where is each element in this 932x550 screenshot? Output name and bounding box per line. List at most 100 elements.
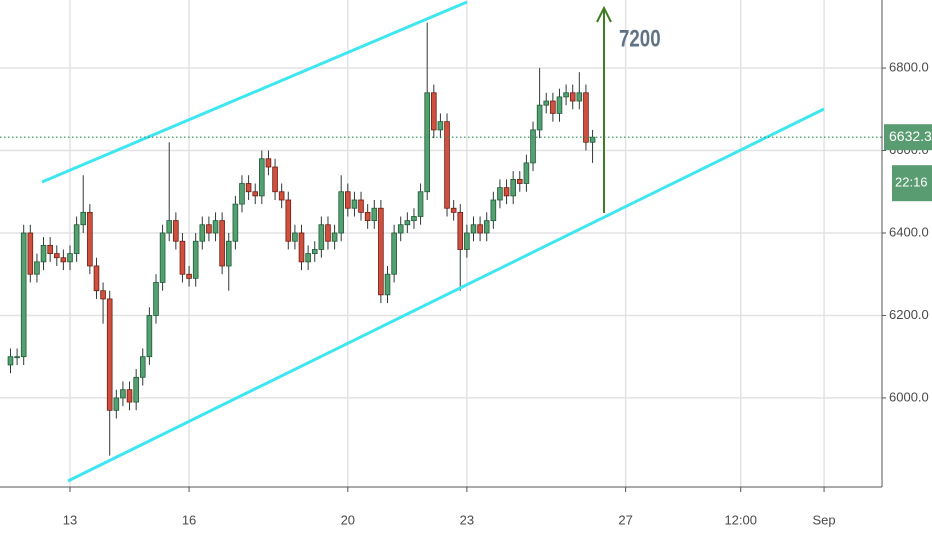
candle-body (272, 166, 278, 193)
candle-body (34, 261, 40, 275)
candle-body (100, 290, 106, 300)
candle-body (73, 224, 80, 255)
x-tick-label: 13 (63, 512, 77, 527)
candle-body (569, 92, 576, 102)
candle-body (133, 376, 139, 403)
candle-body (450, 207, 457, 213)
candle-body (192, 240, 199, 279)
target-arrowhead (596, 5, 612, 23)
candle-body (159, 232, 166, 283)
candle-body (311, 249, 318, 255)
candle-body (173, 220, 179, 242)
candle-body (245, 183, 252, 193)
candle-body (7, 356, 14, 366)
candle-body (199, 224, 206, 242)
candle-body (338, 191, 344, 234)
candle-body (27, 232, 34, 275)
y-tick-label: 6000.0 (889, 389, 929, 404)
candle-body (404, 220, 411, 226)
candle-body (252, 191, 259, 197)
candle-body (298, 232, 305, 263)
candle-body (589, 136, 596, 143)
x-tick-label: 27 (618, 512, 632, 527)
candle-body (126, 389, 133, 403)
candle-body (206, 224, 212, 234)
candle-body (318, 224, 325, 250)
candle-body (516, 178, 523, 184)
x-tick-label: 12:00 (724, 512, 757, 527)
candle-body (153, 282, 159, 316)
candle-body (120, 389, 126, 399)
candle-body (431, 92, 437, 131)
candle-body (424, 92, 430, 193)
candle-body (556, 96, 563, 114)
candle-body (345, 191, 351, 209)
candle-body (40, 244, 47, 263)
axes: 6000.06200.06400.06600.06800.01316202327… (63, 59, 929, 527)
candle-body (483, 220, 490, 234)
candle-body (411, 216, 417, 222)
x-tick-label: 23 (460, 512, 474, 527)
candle-body (292, 232, 298, 242)
candle-body (285, 199, 292, 242)
candle-body (417, 191, 424, 217)
candle-body (212, 220, 219, 234)
candle-body (457, 211, 464, 250)
y-tick-label: 6400.0 (889, 224, 929, 239)
candle-body (490, 199, 497, 222)
candle-body (371, 207, 378, 222)
y-tick-label: 6200.0 (889, 307, 929, 322)
candle-body (444, 121, 450, 209)
candle-body (139, 356, 146, 378)
countdown-box (892, 165, 932, 202)
candle-body (576, 92, 583, 102)
channel-lower (67, 107, 825, 483)
candle-body (325, 224, 331, 242)
candle-body (497, 187, 503, 201)
candle-body (113, 397, 120, 411)
channel-upper (41, 0, 468, 184)
candle-body (259, 158, 265, 197)
y-tick-label: 6800.0 (889, 59, 929, 74)
candle-body (523, 162, 530, 184)
candle-body (437, 121, 444, 131)
candle-body (464, 232, 470, 250)
candle-body (60, 257, 67, 263)
candle-body (305, 253, 311, 263)
candle-body (93, 265, 100, 292)
candle-body (278, 191, 285, 201)
x-tick-label: 20 (341, 512, 355, 527)
candle-body (219, 220, 225, 267)
candle-body (225, 240, 232, 267)
candle-body (166, 220, 173, 234)
candle-body (67, 253, 73, 263)
candle-body (87, 211, 93, 267)
candle-body (239, 183, 245, 205)
candle-body (583, 92, 589, 143)
price-markers: 6632.3 22:16 (0, 124, 932, 202)
candle-body (477, 224, 483, 234)
candles (7, 22, 596, 456)
last-price-box (884, 124, 932, 151)
candle-body (358, 199, 364, 213)
candle-body (391, 232, 397, 275)
candle-body (470, 224, 477, 234)
candle-body (364, 211, 371, 222)
candle-body (536, 104, 543, 131)
candle-body (503, 187, 510, 197)
candle-body (550, 100, 556, 114)
candle-body (20, 232, 27, 358)
candle-body (397, 224, 404, 234)
candle-body (351, 199, 358, 209)
countdown-label: 22:16 (895, 175, 928, 190)
candle-body (53, 253, 60, 259)
candle-body (265, 158, 272, 168)
candle-body (47, 244, 53, 255)
candle-body (146, 315, 153, 358)
candle-body (179, 240, 186, 275)
candle-body (186, 273, 192, 279)
candle-body (378, 207, 384, 296)
candle-body (14, 356, 20, 359)
x-tick-label: 16 (182, 512, 196, 527)
